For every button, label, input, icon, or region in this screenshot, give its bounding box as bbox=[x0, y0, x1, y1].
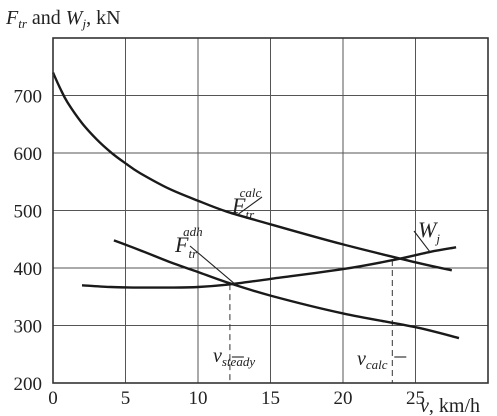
plot-frame bbox=[52, 37, 489, 384]
adh-label-main: F bbox=[174, 232, 189, 257]
series-label-adh: Ftr adh bbox=[174, 224, 203, 261]
x-axis-unit: , km/h bbox=[429, 395, 480, 416]
series-line-adh bbox=[113, 239, 460, 340]
adh-label-sub: tr bbox=[188, 246, 198, 261]
adh-label-sup: adh bbox=[183, 224, 203, 239]
series-label-wj: Wj bbox=[418, 217, 440, 246]
x-tick-labels: 0 5 10 15 20 25 bbox=[48, 388, 425, 409]
calc-label-sup: calc bbox=[240, 185, 262, 200]
x-tick-0: 0 bbox=[48, 388, 58, 409]
y-tick-700: 700 bbox=[14, 87, 43, 108]
series-curves bbox=[51, 72, 460, 340]
y-axis-f-sub: tr bbox=[18, 16, 28, 31]
x-tick-25: 25 bbox=[406, 388, 425, 409]
wj-label-main: W bbox=[418, 217, 438, 242]
x-tick-10: 10 bbox=[189, 388, 208, 409]
y-tick-400: 400 bbox=[14, 259, 43, 280]
series-line-Wj bbox=[81, 246, 457, 289]
y-axis-unit: , kN bbox=[86, 7, 120, 29]
series-line-calc bbox=[51, 72, 453, 272]
speed-marker-lines bbox=[229, 259, 407, 383]
y-tick-600: 600 bbox=[14, 144, 43, 165]
calc-speed-label-main: v bbox=[357, 348, 366, 370]
grid-lines bbox=[53, 38, 488, 383]
wj-label-sub: j bbox=[434, 231, 440, 246]
y-tick-labels: 200 300 400 500 600 700 bbox=[14, 87, 43, 396]
label-leaders bbox=[189, 196, 431, 286]
wj-leader bbox=[413, 230, 431, 253]
x-axis-v: v bbox=[420, 395, 429, 416]
x-axis-title: v, km/h bbox=[420, 395, 480, 416]
series-label-calc: Ftr calc bbox=[231, 185, 262, 222]
y-axis-w-sub: j bbox=[80, 16, 86, 31]
calc-label-main: F bbox=[231, 193, 246, 218]
x-tick-20: 20 bbox=[334, 388, 353, 409]
y-tick-500: 500 bbox=[14, 202, 43, 223]
x-tick-15: 15 bbox=[261, 388, 280, 409]
calc-leader bbox=[238, 196, 263, 215]
marker-label-calc: vcalc bbox=[357, 348, 388, 372]
y-axis-w: W bbox=[66, 7, 85, 29]
calc-speed-label-sub: calc bbox=[366, 357, 388, 372]
x-tick-5: 5 bbox=[121, 388, 131, 409]
plot-border bbox=[52, 37, 489, 384]
calc-label-sub: tr bbox=[245, 207, 255, 222]
y-axis-and: and bbox=[27, 7, 66, 29]
steady-label-sub: steady bbox=[222, 354, 255, 369]
y-tick-300: 300 bbox=[14, 317, 43, 338]
steady-label-main: v bbox=[213, 345, 222, 367]
adh-leader bbox=[189, 245, 237, 286]
y-axis-title: Ftr and Wj, kN bbox=[5, 7, 121, 31]
y-tick-200: 200 bbox=[14, 374, 43, 395]
y-axis-f: F bbox=[5, 7, 19, 29]
marker-label-steady: vsteady bbox=[213, 345, 255, 369]
